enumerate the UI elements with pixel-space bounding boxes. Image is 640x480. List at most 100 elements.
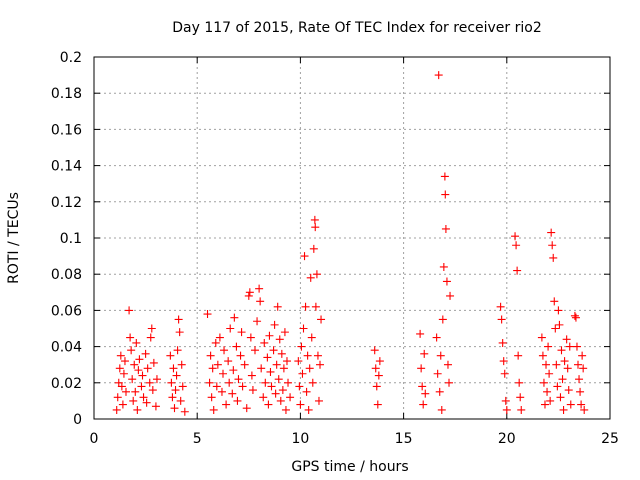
data-point [253, 317, 262, 326]
data-point [131, 387, 140, 396]
data-point [517, 405, 526, 414]
x-tick-label: 20 [498, 431, 516, 447]
data-point [553, 382, 562, 391]
data-point [441, 190, 450, 199]
data-point [445, 378, 454, 387]
data-point [226, 324, 235, 333]
data-point [434, 71, 443, 80]
data-point [502, 405, 511, 414]
data-point [270, 320, 279, 329]
data-point [267, 382, 276, 391]
data-point [497, 315, 506, 324]
data-point [212, 382, 221, 391]
data-point [279, 364, 288, 373]
data-point [308, 378, 317, 387]
data-point [580, 405, 589, 414]
data-point [207, 393, 216, 402]
data-point [127, 346, 136, 355]
data-point [558, 375, 567, 384]
data-point [311, 223, 320, 232]
data-point [565, 342, 574, 351]
data-point [148, 386, 157, 395]
data-point [266, 367, 275, 376]
axis-ticks [93, 56, 611, 420]
x-tick-label: 25 [601, 431, 619, 447]
plot-frame [93, 56, 611, 420]
data-point [579, 364, 588, 373]
data-point [242, 404, 251, 413]
data-point [440, 172, 449, 181]
data-point [167, 378, 176, 387]
data-point [416, 329, 425, 338]
data-point [205, 378, 214, 387]
data-point [219, 369, 227, 378]
data-point [115, 364, 124, 373]
data-point [574, 360, 583, 369]
data-point [171, 386, 180, 395]
data-point [304, 405, 313, 414]
data-point [264, 400, 273, 409]
data-point [261, 378, 270, 387]
data-point [499, 357, 508, 366]
data-point [301, 302, 310, 311]
data-point [173, 346, 182, 355]
data-point [245, 288, 254, 297]
data-point [550, 297, 559, 306]
data-point [141, 349, 150, 358]
data-point [224, 357, 233, 366]
data-point [552, 360, 561, 369]
data-point [375, 357, 384, 366]
data-point [211, 338, 220, 347]
data-point [169, 364, 178, 373]
data-point [175, 328, 184, 337]
data-point [278, 386, 287, 395]
data-point [130, 360, 139, 369]
data-point [576, 387, 585, 396]
data-point [571, 313, 580, 322]
data-point [498, 338, 507, 347]
data-point [314, 396, 323, 405]
data-point [286, 393, 295, 402]
chart-title: Day 117 of 2015, Rate Of TEC Index for r… [172, 20, 542, 36]
data-point [297, 342, 306, 351]
data-point [119, 369, 128, 378]
y-tick-label: 0.18 [51, 86, 82, 102]
data-point [166, 351, 175, 360]
data-point [180, 407, 189, 416]
data-point [306, 273, 315, 282]
x-tick-label: 0 [90, 431, 99, 447]
data-point [554, 306, 563, 315]
data-point [135, 355, 144, 364]
data-point [543, 387, 552, 396]
data-point [237, 328, 246, 337]
y-tick-label: 0 [73, 412, 82, 428]
data-point [172, 371, 181, 380]
data-point [313, 351, 322, 360]
data-point [129, 396, 138, 405]
data-point [225, 378, 234, 387]
data-point [120, 357, 129, 366]
data-point [421, 389, 430, 398]
data-point [234, 375, 243, 384]
data-point [559, 405, 568, 414]
data-point [147, 324, 156, 333]
data-point [545, 369, 554, 378]
data-point [138, 371, 147, 380]
data-point [542, 360, 551, 369]
data-point [220, 346, 229, 355]
data-point [151, 402, 160, 411]
data-point [236, 351, 245, 360]
data-point [128, 375, 137, 384]
data-point [112, 405, 121, 414]
data-point [316, 360, 325, 369]
data-point [238, 382, 247, 391]
data-point [516, 393, 525, 402]
x-axis-label: GPS time / hours [291, 459, 408, 475]
data-point [230, 313, 239, 322]
data-point [229, 366, 238, 375]
data-point [149, 358, 158, 367]
data-point [299, 324, 308, 333]
data-point [250, 346, 259, 355]
data-point [134, 366, 143, 375]
